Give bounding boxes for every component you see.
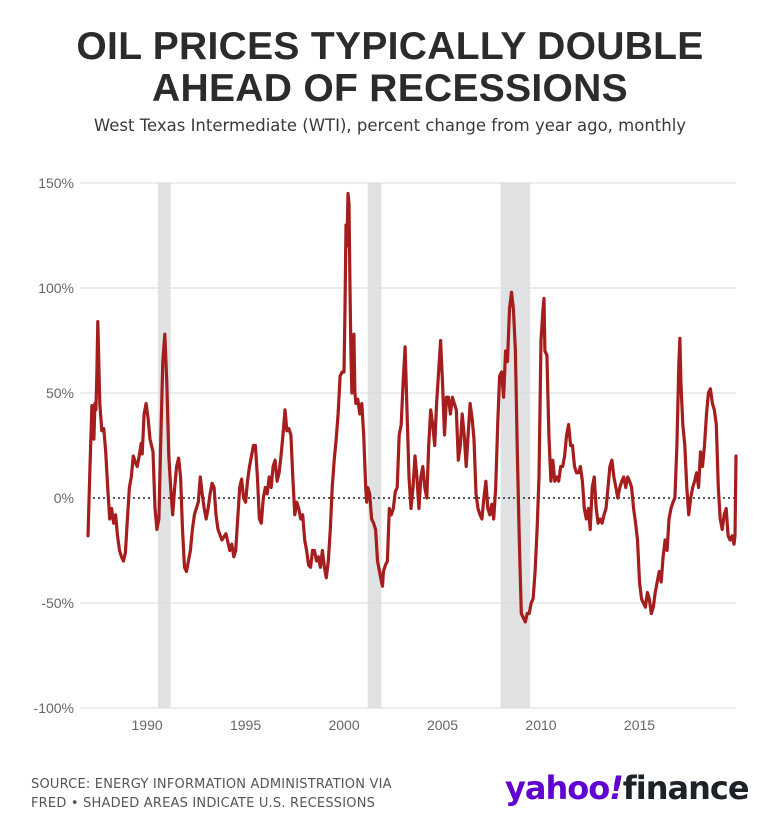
logo-finance: finance bbox=[622, 769, 750, 807]
y-tick-label: 100% bbox=[38, 280, 74, 296]
x-tick-label: 1990 bbox=[132, 717, 163, 733]
chart-title: OIL PRICES TYPICALLY DOUBLE AHEAD OF REC… bbox=[0, 26, 780, 110]
x-tick-label: 1995 bbox=[230, 717, 261, 733]
x-tick-label: 2005 bbox=[427, 717, 458, 733]
recession-band-1 bbox=[157, 183, 171, 708]
chart-subtitle: West Texas Intermediate (WTI), percent c… bbox=[93, 116, 687, 135]
source-line-2: FRED • SHADED AREAS INDICATE U.S. RECESS… bbox=[31, 796, 376, 811]
y-tick-label: -50% bbox=[41, 595, 74, 611]
y-axis-ticks: 150% 100% 50% 0% -50% -100% bbox=[34, 175, 74, 716]
chart-title-line-2: AHEAD OF RECESSIONS bbox=[152, 67, 628, 110]
y-tick-label: 50% bbox=[46, 385, 74, 401]
y-tick-label: 0% bbox=[54, 490, 74, 506]
x-axis-ticks: 1990 1995 2000 2005 2010 2015 bbox=[132, 717, 656, 733]
logo-yahoo: yahoo bbox=[505, 769, 610, 807]
x-tick-label: 2015 bbox=[624, 717, 655, 733]
x-tick-label: 2010 bbox=[525, 717, 556, 733]
y-tick-label: -100% bbox=[34, 700, 74, 716]
source-line-1: SOURCE: ENERGY INFORMATION ADMINISTRATIO… bbox=[31, 777, 392, 792]
y-tick-label: 150% bbox=[38, 175, 74, 191]
series bbox=[86, 191, 738, 624]
source-note: SOURCE: ENERGY INFORMATION ADMINISTRATIO… bbox=[31, 775, 461, 813]
series-line-wti bbox=[86, 191, 738, 624]
logo-bang: ! bbox=[609, 769, 624, 807]
recession-band-2 bbox=[367, 183, 382, 708]
yahoo-finance-logo: yahoo!finance bbox=[505, 769, 750, 807]
x-tick-label: 2000 bbox=[328, 717, 359, 733]
chart-title-line-1: OIL PRICES TYPICALLY DOUBLE bbox=[76, 25, 704, 68]
recession-band-3 bbox=[500, 183, 531, 708]
